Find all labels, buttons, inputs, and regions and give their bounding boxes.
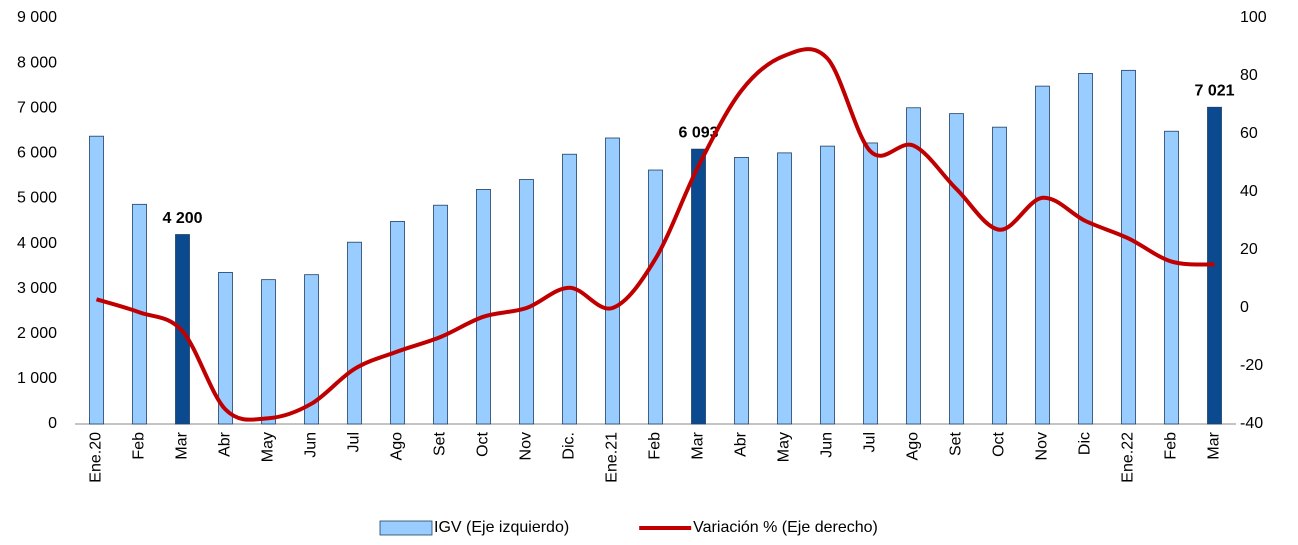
x-tick-label: Nov bbox=[1034, 432, 1051, 460]
legend: IGV (Eje izquierdo) Variación % (Eje dere… bbox=[379, 519, 878, 536]
x-tick-label: Mar bbox=[1206, 431, 1223, 459]
y-tick-label: 3 000 bbox=[17, 280, 57, 297]
y2-tick-label: 100 bbox=[1240, 9, 1267, 26]
y-tick-label: 8 000 bbox=[17, 54, 57, 71]
x-tick-label: Abr bbox=[217, 431, 234, 457]
y-tick-label: 5 000 bbox=[17, 190, 57, 207]
x-tick-label: Dic bbox=[1077, 432, 1094, 455]
bar bbox=[820, 145, 835, 425]
x-tick-label: Jul bbox=[346, 432, 363, 452]
y-tick-label: 7 000 bbox=[17, 99, 57, 116]
bar bbox=[347, 241, 362, 425]
x-tick-label: Oct bbox=[475, 431, 492, 456]
bar bbox=[863, 142, 878, 425]
x-tick-label: May bbox=[260, 432, 277, 462]
value-label: 6 093 bbox=[678, 124, 718, 141]
bar bbox=[648, 169, 663, 425]
y2-tick-label: 20 bbox=[1240, 241, 1258, 258]
bar bbox=[519, 179, 534, 425]
value-label: 7 021 bbox=[1194, 82, 1234, 99]
bar bbox=[89, 135, 104, 425]
bar bbox=[734, 156, 749, 425]
y-tick-label: 1 000 bbox=[17, 370, 57, 387]
x-tick-label: Set bbox=[948, 431, 965, 456]
legend-label: IGV (Eje izquierdo) bbox=[434, 519, 569, 536]
value-label: 4 200 bbox=[162, 210, 202, 227]
line bbox=[95, 47, 1215, 422]
x-tick-label: May bbox=[776, 432, 793, 462]
y-tick-label: 4 000 bbox=[17, 235, 57, 252]
y2-tick-label: -20 bbox=[1240, 357, 1263, 374]
bar bbox=[304, 274, 319, 425]
x-tick-label: Ago bbox=[905, 432, 922, 461]
x-tick-label: Set bbox=[432, 431, 449, 456]
x-tick-label: Feb bbox=[1163, 432, 1180, 460]
x-tick-label: Feb bbox=[131, 432, 148, 460]
legend-swatch bbox=[379, 520, 433, 536]
x-tick-label: Jun bbox=[819, 432, 836, 458]
x-tick-label: Ene.20 bbox=[88, 432, 105, 483]
x-tick-label: Mar bbox=[690, 431, 707, 459]
x-tick-label: Jun bbox=[303, 432, 320, 458]
y2-tick-label: 60 bbox=[1240, 125, 1258, 142]
y-tick-label: 0 bbox=[48, 415, 57, 432]
bar bbox=[691, 148, 706, 425]
x-tick-label: Mar bbox=[174, 431, 191, 459]
bar bbox=[605, 137, 620, 425]
bar bbox=[218, 272, 233, 425]
y2-tick-label: 80 bbox=[1240, 67, 1258, 84]
y2-tick-label: -40 bbox=[1240, 415, 1263, 432]
y2-tick-label: 40 bbox=[1240, 183, 1258, 200]
bar bbox=[992, 126, 1007, 425]
x-tick-label: Oct bbox=[991, 431, 1008, 456]
bar bbox=[1164, 130, 1179, 425]
bar bbox=[949, 113, 964, 425]
bar bbox=[476, 189, 491, 425]
x-tick-label: Ago bbox=[389, 432, 406, 461]
legend-label: Variación % (Eje derecho) bbox=[693, 519, 878, 536]
x-tick-label: Ene.21 bbox=[604, 432, 621, 483]
y-tick-label: 6 000 bbox=[17, 145, 57, 162]
y-tick-label: 2 000 bbox=[17, 325, 57, 342]
x-tick-label: Nov bbox=[518, 432, 535, 460]
bar bbox=[433, 204, 448, 425]
bar bbox=[1078, 73, 1093, 425]
y2-tick-label: 0 bbox=[1240, 299, 1249, 316]
x-tick-label: Dic. bbox=[561, 432, 578, 460]
bar bbox=[777, 152, 792, 425]
x-tick-label: Ene.22 bbox=[1120, 432, 1137, 483]
bar bbox=[390, 221, 405, 425]
x-tick-label: Abr bbox=[733, 431, 750, 457]
bar bbox=[906, 107, 921, 425]
bar bbox=[1035, 85, 1050, 425]
bar bbox=[261, 279, 276, 425]
x-tick-label: Jul bbox=[862, 432, 879, 452]
bar bbox=[1121, 69, 1136, 425]
x-tick-label: Feb bbox=[647, 432, 664, 460]
y-tick-label: 9 000 bbox=[17, 9, 57, 26]
